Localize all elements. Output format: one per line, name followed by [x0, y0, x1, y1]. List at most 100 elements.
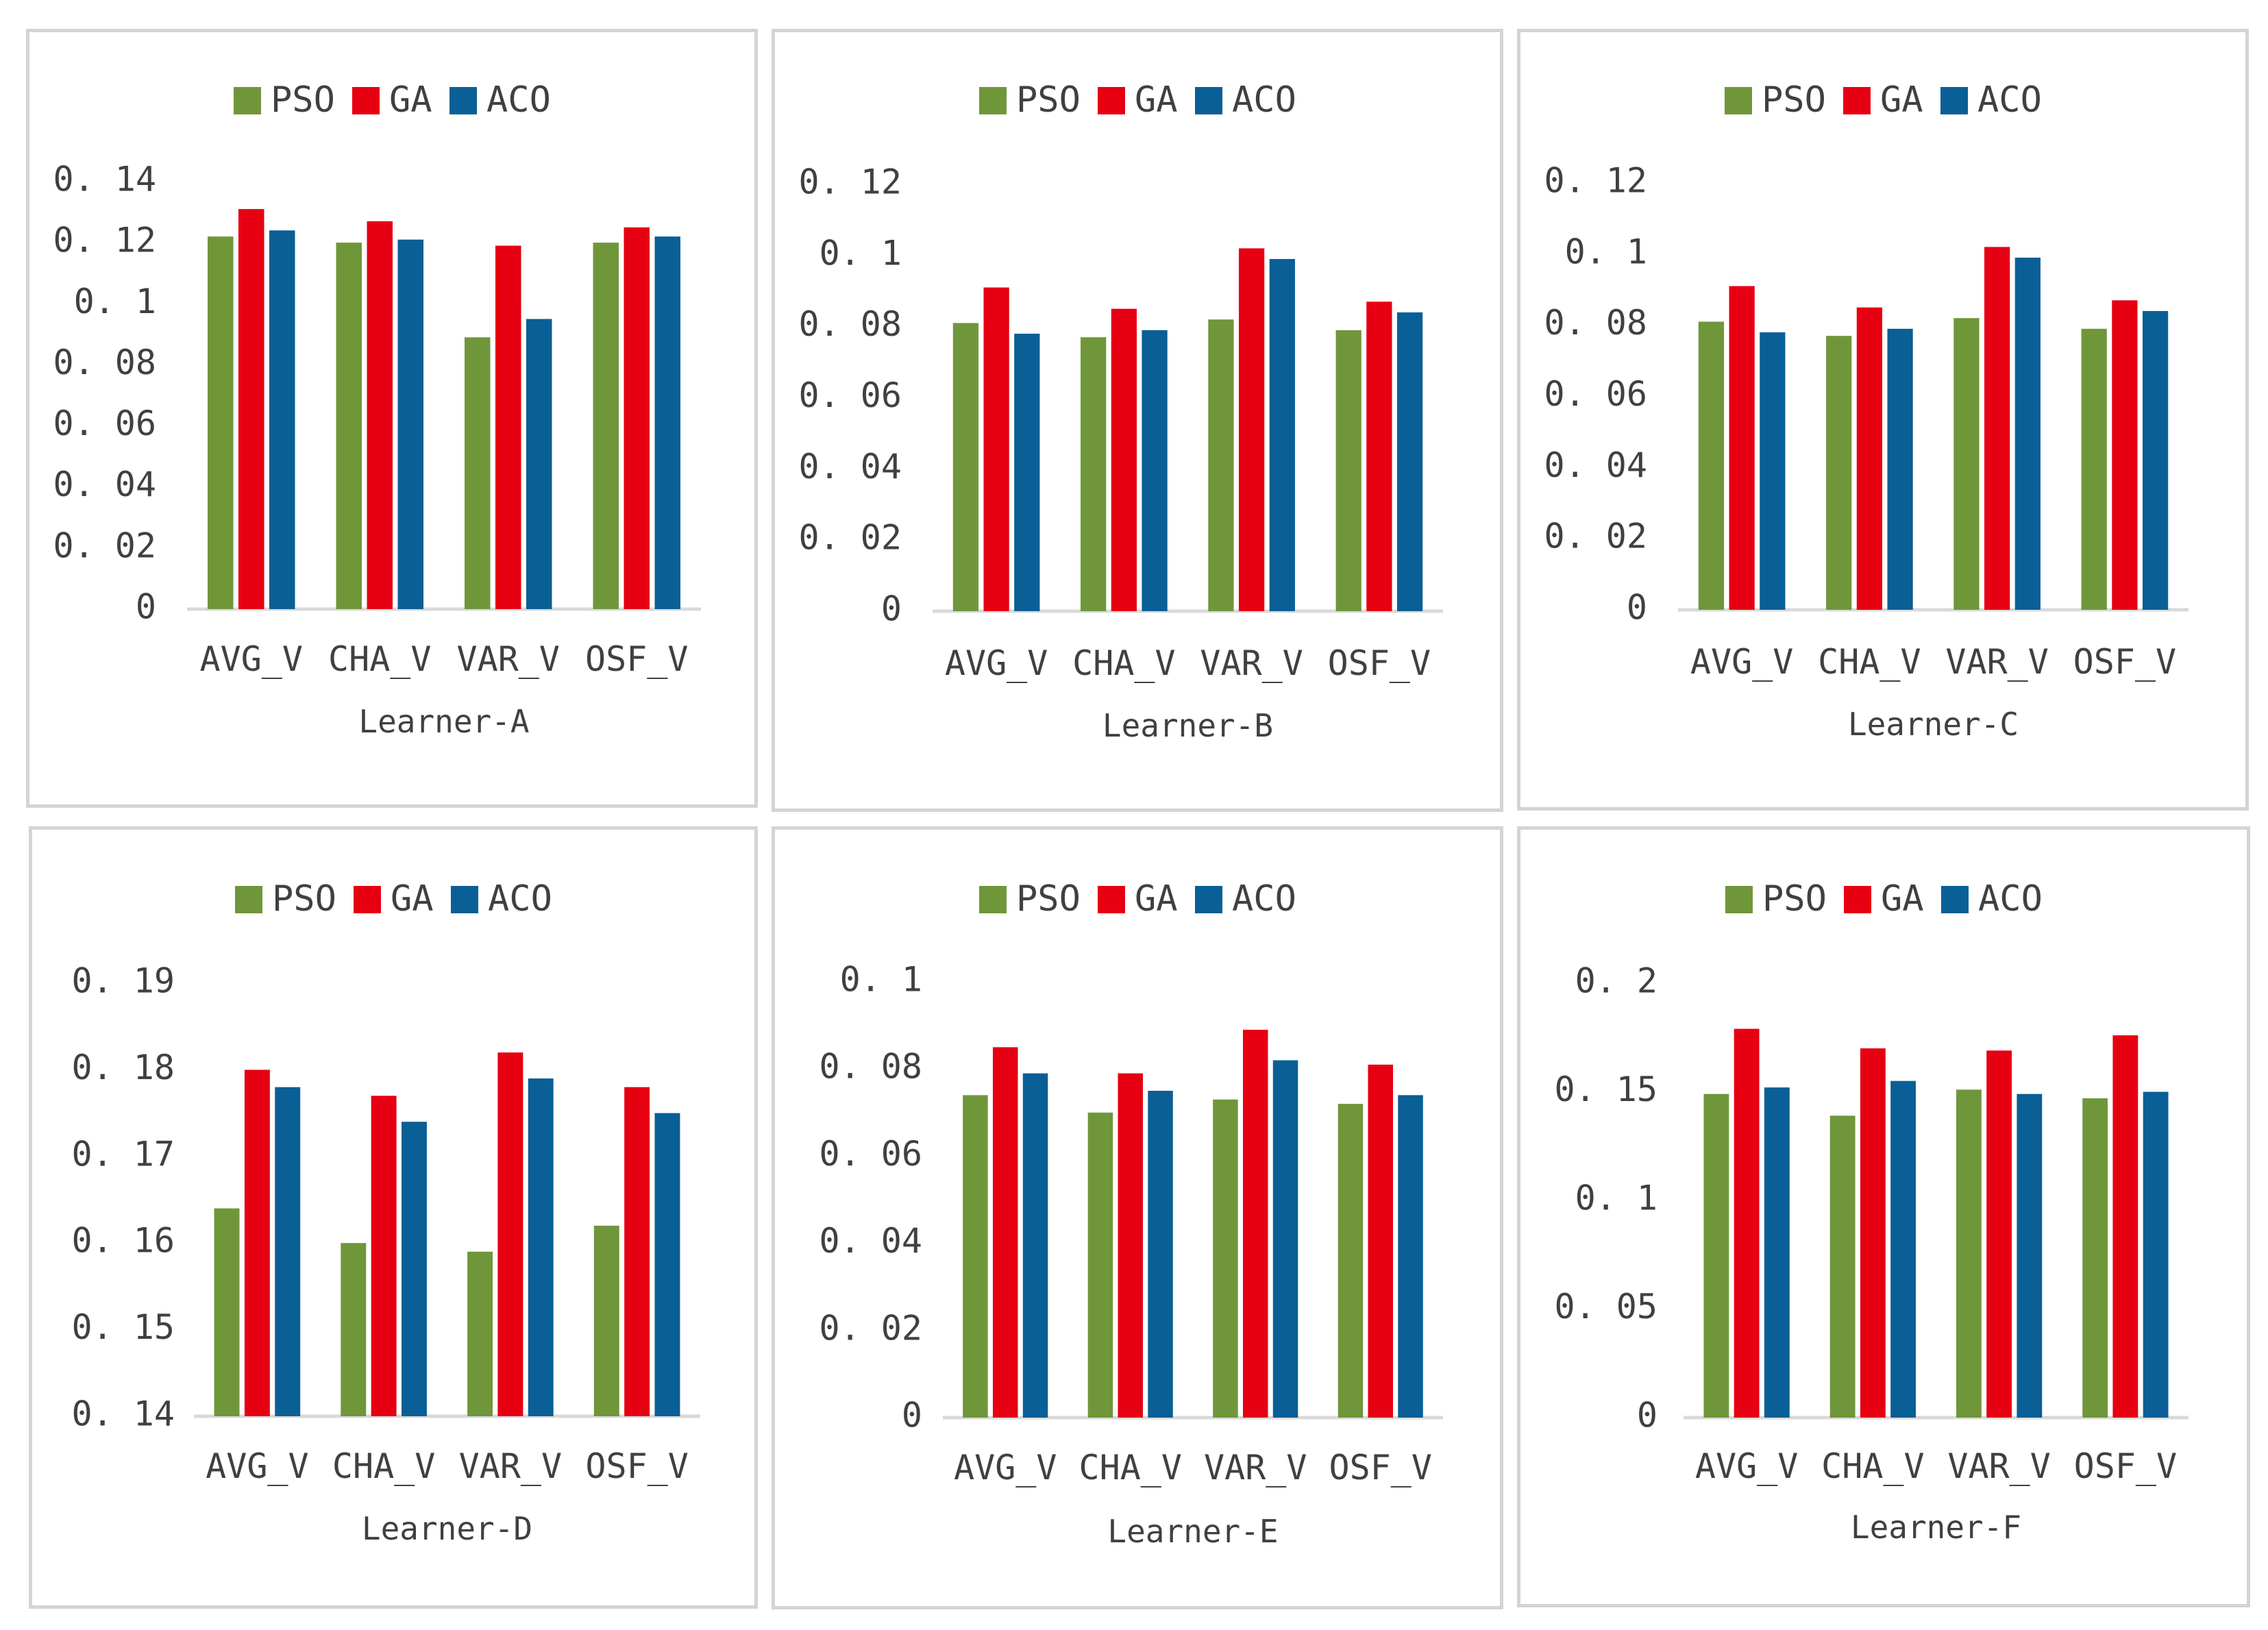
legend-label-pso: PSO [272, 878, 336, 919]
chart-panel-learner-d: PSO GA ACO 0. 14 0. 15 0. 16 0. 17 0. 18 0. 19 AV… [29, 826, 758, 1609]
bar-ga-osf-v [624, 1087, 650, 1416]
y-tick-label: 0. 02 [798, 518, 902, 558]
bar-aco-cha-v [1142, 330, 1168, 611]
bar-aco-osf-v [2143, 1091, 2169, 1418]
y-tick-label: 0. 04 [1544, 445, 1647, 485]
x-category-label: AVG_V [206, 1446, 309, 1486]
x-category-label: CHA_V [1818, 642, 1921, 682]
legend-swatch-ga [352, 87, 380, 114]
bar-pso-avg-v [214, 1208, 240, 1416]
x-category-label: CHA_V [1072, 643, 1176, 683]
chart-title: Learner-F [1851, 1509, 2021, 1546]
x-category-label: AVG_V [199, 639, 303, 679]
chart-panel-learner-f: PSO GA ACO 0 0. 05 0. 1 0. 15 0. 2 AVG_V CHA_V VAR… [1517, 826, 2250, 1607]
chart-panel-learner-b: PSO GA ACO 0 0. 02 0. 04 0. 06 0. 08 0. 1 0. 12 AV… [772, 29, 1503, 812]
x-category-label: OSF_V [1328, 643, 1431, 683]
bar-aco-avg-v [275, 1087, 301, 1416]
bar-aco-osf-v [1396, 312, 1423, 611]
legend-label-aco: ACO [488, 878, 552, 919]
chart-panel-learner-e: PSO GA ACO 0 0. 02 0. 04 0. 06 0. 08 0. 1 AVG_V CH… [772, 826, 1503, 1609]
bar-aco-cha-v [1890, 1081, 1916, 1418]
bar-ga-var-v [1984, 247, 2010, 610]
legend-swatch-ga [1844, 886, 1871, 913]
bar-aco-cha-v [397, 239, 423, 610]
y-tick-label: 0 [881, 589, 902, 629]
bar-pso-avg-v [1703, 1094, 1729, 1418]
bar-ga-avg-v [244, 1070, 270, 1416]
legend-swatch-aco [1940, 87, 1968, 114]
bar-pso-cha-v [336, 243, 362, 610]
y-tick-label: 0. 08 [819, 1047, 922, 1087]
legend-label-ga: GA [389, 79, 432, 121]
y-tick-label: 0 [136, 587, 156, 627]
bar-aco-cha-v [401, 1122, 427, 1416]
y-tick-label: 0 [902, 1396, 922, 1435]
legend-label-ga: GA [1135, 79, 1178, 121]
bar-ga-avg-v [993, 1047, 1018, 1418]
bar-ga-var-v [497, 1052, 523, 1416]
y-tick-label: 0. 02 [819, 1308, 922, 1348]
bar-pso-cha-v [1829, 1115, 1856, 1418]
legend-label-aco: ACO [1978, 878, 2043, 919]
bar-aco-osf-v [654, 1113, 680, 1416]
bar-pso-osf-v [593, 243, 619, 610]
y-tick-label: 0. 08 [798, 304, 902, 344]
bar-aco-osf-v [2142, 310, 2169, 610]
bar-ga-var-v [1243, 1029, 1268, 1418]
bar-pso-cha-v [1087, 1112, 1113, 1418]
bar-pso-var-v [467, 1251, 493, 1416]
chart-title: Learner-B [1102, 707, 1273, 744]
y-tick-label: 0. 17 [71, 1134, 175, 1174]
legend-swatch-pso [1725, 87, 1752, 114]
x-category-label: VAR_V [1200, 643, 1303, 683]
x-category-label: CHA_V [1078, 1448, 1182, 1487]
legend-label-pso: PSO [1762, 878, 1827, 919]
legend-swatch-ga [1098, 87, 1125, 114]
bar-aco-osf-v [1398, 1095, 1423, 1418]
legend-label-aco: ACO [1232, 878, 1296, 919]
bar-aco-var-v [1272, 1060, 1298, 1418]
y-tick-label: 0. 02 [53, 526, 156, 565]
bar-pso-osf-v [1338, 1104, 1364, 1418]
legend-swatch-aco [451, 886, 478, 913]
y-tick-label: 0. 04 [53, 465, 156, 504]
bar-ga-var-v [495, 245, 521, 610]
legend-swatch-ga [1843, 87, 1871, 114]
legend-label-ga: GA [1880, 79, 1923, 121]
bar-pso-cha-v [1826, 336, 1852, 610]
legend-swatch-pso [235, 886, 262, 913]
x-category-label: OSF_V [2074, 1446, 2178, 1486]
y-tick-label: 0. 12 [53, 221, 156, 260]
bar-ga-osf-v [1368, 1064, 1393, 1418]
bar-ga-cha-v [1118, 1073, 1143, 1418]
y-tick-label: 0. 1 [74, 282, 156, 321]
legend: PSO GA ACO [235, 878, 552, 919]
legend-label-ga: GA [391, 878, 434, 919]
legend-label-pso: PSO [1762, 79, 1826, 121]
legend-swatch-pso [979, 886, 1007, 913]
bar-pso-avg-v [208, 236, 234, 609]
y-tick-label: 0. 08 [1544, 303, 1647, 343]
legend: PSO GA ACO [1725, 79, 2042, 121]
x-category-label: VAR_V [456, 639, 560, 679]
x-category-label: CHA_V [328, 639, 432, 679]
bar-pso-var-v [1953, 318, 1980, 610]
bar-ga-cha-v [1856, 307, 1882, 610]
bar-ga-osf-v [624, 227, 650, 609]
y-tick-label: 0. 06 [53, 404, 156, 443]
bar-pso-var-v [1208, 319, 1234, 611]
x-category-label: AVG_V [954, 1448, 1057, 1487]
bar-pso-var-v [1213, 1099, 1238, 1418]
x-category-label: VAR_V [1945, 642, 2049, 682]
legend-swatch-aco [1195, 87, 1222, 114]
bar-ga-cha-v [367, 221, 393, 609]
legend-swatch-aco [1941, 886, 1969, 913]
legend-swatch-pso [234, 87, 261, 114]
legend-swatch-ga [1098, 886, 1125, 913]
chart-svg-learner-d: PSO GA ACO 0. 14 0. 15 0. 16 0. 17 0. 18 0. 19 AV… [71, 878, 700, 1547]
bar-ga-cha-v [1860, 1048, 1886, 1418]
chart-svg-learner-a: PSO GA ACO 0 0. 02 0. 04 0. 06 0. 08 0. 1 0. 12 0.… [53, 79, 701, 740]
chart-panel-learner-a: PSO GA ACO 0 0. 02 0. 04 0. 06 0. 08 0. 1 0. 12 0.… [26, 29, 758, 808]
y-tick-label: 0 [1637, 1396, 1657, 1435]
chart-title: Learner-D [362, 1510, 532, 1547]
